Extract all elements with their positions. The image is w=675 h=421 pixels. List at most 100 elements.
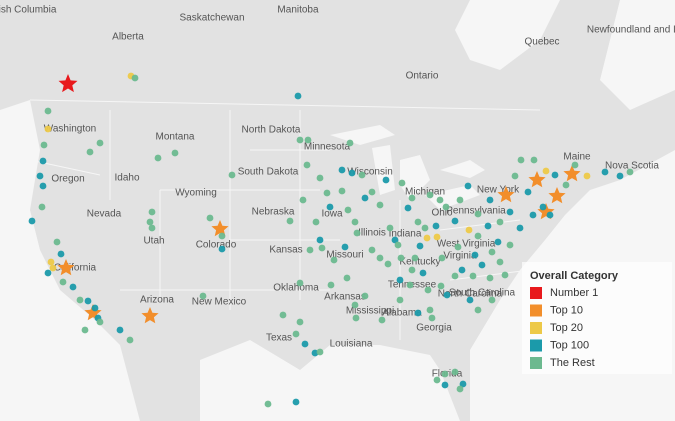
location-dot (44, 269, 52, 277)
location-star (57, 259, 75, 276)
location-dot (464, 182, 472, 190)
location-dot (36, 172, 44, 180)
location-dot (486, 274, 494, 282)
location-dot (469, 272, 477, 280)
location-dot (296, 136, 304, 144)
legend-swatch (530, 304, 542, 317)
location-dot (486, 196, 494, 204)
region-label: British Columbia (0, 5, 57, 16)
location-dot (91, 304, 99, 312)
location-dot (397, 254, 405, 262)
location-dot (471, 251, 479, 259)
location-dot (148, 224, 156, 232)
location-dot (146, 218, 154, 226)
location-dot (294, 92, 302, 100)
region-label: Alberta (112, 32, 144, 43)
location-dot (396, 296, 404, 304)
location-dot (406, 281, 414, 289)
location-dot (47, 258, 55, 266)
location-dot (330, 256, 338, 264)
region-label: Texas (266, 333, 292, 344)
location-dot (408, 266, 416, 274)
location-dot (530, 156, 538, 164)
location-dot (154, 154, 162, 162)
region-label: Alabama (382, 308, 422, 319)
location-dot (353, 229, 361, 237)
region-label: New Mexico (192, 297, 247, 308)
location-dot (116, 326, 124, 334)
location-dot (318, 244, 326, 252)
location-dot (524, 188, 532, 196)
region-label: Arkansas (324, 292, 366, 303)
location-dot (438, 254, 446, 262)
gulf (200, 340, 460, 421)
location-dot (351, 301, 359, 309)
legend-swatch (530, 357, 542, 369)
region-label: Minnesota (304, 142, 351, 153)
location-dot (148, 208, 156, 216)
location-dot (316, 174, 324, 182)
location-dot (57, 250, 65, 258)
region-label: North Carolina (438, 289, 503, 300)
location-dot (517, 156, 525, 164)
location-dot (501, 271, 509, 279)
region-label: Wisconsin (347, 167, 393, 178)
region-label: Manitoba (277, 5, 319, 16)
location-dot (432, 222, 440, 230)
location-dot (484, 222, 492, 230)
location-dot (382, 176, 390, 184)
location-dot (419, 269, 427, 277)
location-dot (437, 282, 445, 290)
location-dot (441, 381, 449, 389)
location-dot (616, 172, 624, 180)
legend-label: Number 1 (550, 287, 598, 299)
location-dot (323, 189, 331, 197)
region-label: Quebec (524, 37, 559, 48)
location-dot (488, 248, 496, 256)
location-dot (199, 292, 207, 300)
location-dot (304, 136, 312, 144)
region-label: Ontario (406, 71, 439, 82)
location-dot (496, 258, 504, 266)
region-label: West Virginia (437, 239, 496, 250)
location-dot (306, 246, 314, 254)
labrador-sea (600, 0, 675, 110)
location-dot (49, 264, 57, 272)
location-dot (131, 74, 139, 82)
location-dot (511, 172, 519, 180)
location-dot (126, 336, 134, 344)
location-star (548, 187, 566, 204)
region-label: Wyoming (175, 188, 217, 199)
region-label: Iowa (321, 209, 343, 220)
location-dot (466, 296, 474, 304)
region-label: Utah (143, 236, 164, 247)
location-dot (84, 297, 92, 305)
region-label: Arizona (140, 295, 174, 306)
location-dot (351, 218, 359, 226)
legend-label: Top 10 (550, 304, 583, 316)
region-label: Kentucky (399, 257, 440, 268)
region-label: South Carolina (449, 288, 516, 299)
location-dot (69, 283, 77, 291)
legend-label: The Rest (550, 357, 595, 369)
location-dot (352, 314, 360, 322)
hudson-bay (455, 0, 560, 70)
location-dot (296, 279, 304, 287)
legend-label: Top 20 (550, 322, 583, 334)
location-dot (312, 218, 320, 226)
location-dot (86, 148, 94, 156)
location-dot (348, 169, 356, 177)
location-dot (474, 232, 482, 240)
region-label: Newfoundland and Labrador (587, 25, 675, 36)
location-dot (391, 236, 399, 244)
location-dot (368, 246, 376, 254)
location-dot (601, 168, 609, 176)
location-dot (478, 261, 486, 269)
location-dot (474, 210, 482, 218)
location-dot (218, 232, 226, 240)
location-dot (542, 167, 550, 175)
region-label: Michigan (405, 187, 445, 198)
location-dot (346, 139, 354, 147)
location-dot (571, 161, 579, 169)
